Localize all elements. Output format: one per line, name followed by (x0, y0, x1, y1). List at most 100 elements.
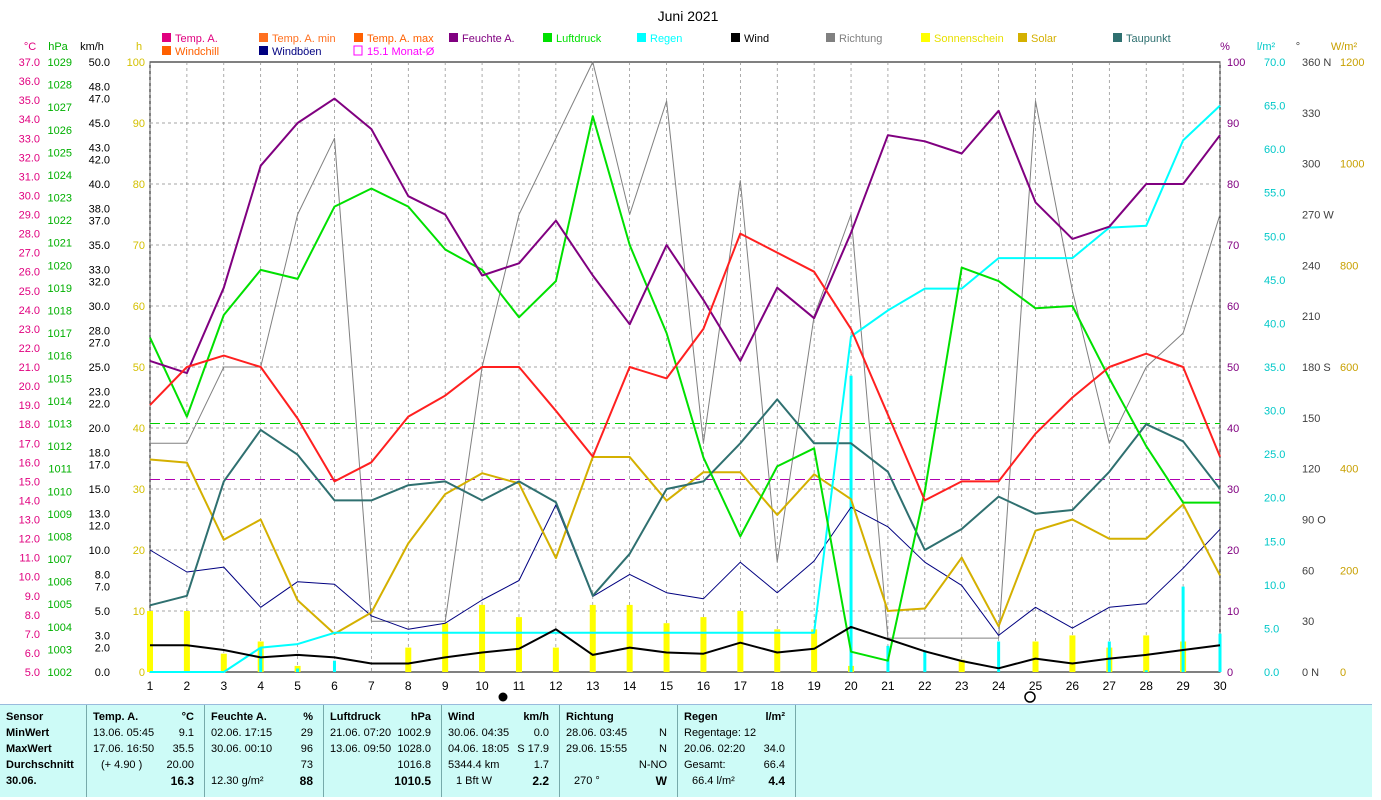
sunshine-bar (479, 604, 486, 672)
tick-label-day: 26 (1066, 679, 1080, 693)
tick-label-hpa: 1006 (48, 577, 72, 589)
stats-value: 1002.9 (397, 727, 431, 739)
sunshine-bar (589, 604, 596, 672)
series-line-regen (150, 104, 1221, 673)
tick-label-deg: 240 (1302, 260, 1320, 272)
stats-wind: Wind km/h 30.06. 04:35 0.0 04.06. 18:05 S 1… (442, 705, 560, 797)
tick-label-hpa: 1019 (48, 283, 72, 295)
tick-label-pct: 60 (1227, 301, 1239, 313)
tick-label-temp: 9.0 (25, 591, 40, 603)
sunshine-bar (958, 659, 965, 672)
stats-row-label: Durchschnitt (6, 759, 74, 771)
sunshine-bar (552, 647, 559, 672)
tick-label-kmh: 15.0 (89, 484, 110, 496)
tick-label-wm2: 1000 (1340, 159, 1364, 171)
daily-rain-bar (997, 641, 1001, 672)
stats-value: 73 (300, 759, 313, 771)
legend-label: Solar (1031, 33, 1057, 45)
tick-label-wm2: 400 (1340, 464, 1358, 476)
legend-swatch (637, 33, 646, 42)
stats-value: 35.5 (172, 743, 194, 755)
tick-label-kmh: 8.0 (95, 569, 110, 581)
stats-cell: 21.06. 07:20 (330, 727, 392, 739)
tick-label-kmh: 30.0 (89, 301, 110, 313)
tick-label-day: 24 (992, 679, 1006, 693)
tick-label-temp: 16.0 (19, 457, 40, 469)
series-line-temp-a- (149, 232, 1221, 502)
tick-label-deg: 30 (1302, 616, 1314, 628)
tick-label-hpa: 1005 (48, 599, 72, 611)
stats-value: N-NO (638, 759, 667, 771)
tick-label-day: 22 (918, 679, 932, 693)
legend-swatch (921, 33, 930, 42)
stats-value: N (659, 727, 667, 739)
stats-richtung-header: Richtung (566, 711, 614, 723)
legend-swatch (826, 33, 835, 42)
tick-label-day: 1 (147, 679, 154, 693)
tick-label-temp: 35.0 (19, 95, 40, 107)
legend-label: 15.1 Monat-Ø (367, 46, 435, 58)
tick-label-temp: 25.0 (19, 286, 40, 298)
daily-rain-bar (1144, 670, 1148, 672)
tick-label-deg: 150 (1302, 413, 1320, 425)
tick-label-day: 14 (623, 679, 637, 693)
tick-label-deg: 330 (1302, 108, 1320, 120)
stats-value-current: 4.4 (768, 774, 785, 788)
legend-label: Feuchte A. (462, 33, 515, 45)
tick-label-day: 8 (405, 679, 412, 693)
tick-label-kmh: 43.0 (89, 142, 110, 154)
tick-label-deg: 120 (1302, 464, 1320, 476)
series-line-windb-en (149, 504, 1221, 636)
legend-label: Luftdruck (556, 33, 602, 45)
tick-label-day: 18 (771, 679, 785, 693)
axis-unit-hpa: hPa (48, 41, 68, 53)
stats-value: 1016.8 (397, 759, 431, 771)
tick-label-lm2: 45.0 (1264, 275, 1285, 287)
tick-label-hpa: 1024 (48, 170, 72, 182)
tick-label-h: 30 (133, 484, 145, 496)
stats-luftdruck-header: Luftdruck (330, 711, 381, 723)
tick-label-kmh: 22.0 (89, 399, 110, 411)
tick-label-hpa: 1010 (48, 486, 72, 498)
tick-label-kmh: 12.0 (89, 521, 110, 533)
tick-label-pct: 70 (1227, 240, 1239, 252)
tick-label-h: 40 (133, 423, 145, 435)
sunshine-bar (700, 617, 707, 672)
tick-label-h: 10 (133, 606, 145, 618)
legend-label: Windböen (272, 46, 322, 58)
tick-label-hpa: 1011 (48, 464, 72, 476)
sunshine-bar (405, 647, 412, 672)
tick-label-kmh: 45.0 (89, 118, 110, 130)
stats-value: S 17.9 (517, 743, 549, 755)
bar-series (147, 375, 1222, 672)
tick-label-lm2: 15.0 (1264, 536, 1285, 548)
grid-lines (149, 62, 1221, 672)
stats-value: 34.0 (763, 743, 785, 755)
legend-swatch (162, 33, 171, 42)
sunshine-bar (1032, 641, 1039, 672)
tick-label-lm2: 65.0 (1264, 101, 1285, 113)
tick-label-temp: 27.0 (19, 248, 40, 260)
tick-label-hpa: 1028 (48, 80, 72, 92)
tick-label-temp: 37.0 (19, 57, 40, 69)
daily-rain-bar (849, 375, 853, 672)
tick-label-temp: 28.0 (19, 229, 40, 241)
tick-label-temp: 33.0 (19, 133, 40, 145)
tick-label-h: 90 (133, 118, 145, 130)
tick-label-hpa: 1008 (48, 531, 72, 543)
stats-cell: 30.06. 00:10 (211, 743, 273, 755)
daily-rain-bar (1181, 586, 1185, 672)
tick-label-kmh: 27.0 (89, 338, 110, 350)
legend-label: Temp. A. (175, 33, 218, 45)
tick-label-temp: 32.0 (19, 152, 40, 164)
stats-cell: 28.06. 03:45 (566, 727, 628, 739)
tick-label-kmh: 3.0 (95, 630, 110, 642)
daily-rain-bar (923, 650, 927, 672)
tick-label-hpa: 1023 (48, 193, 72, 205)
tick-label-kmh: 40.0 (89, 179, 110, 191)
stats-cell: Regentage: 12 (684, 727, 757, 739)
tick-label-day: 7 (368, 679, 375, 693)
stats-sensor: Sensor MinWert MaxWert Durchschnitt 30.0… (0, 705, 87, 797)
chart-title: Juni 2021 (658, 8, 719, 24)
tick-label-day: 21 (881, 679, 895, 693)
